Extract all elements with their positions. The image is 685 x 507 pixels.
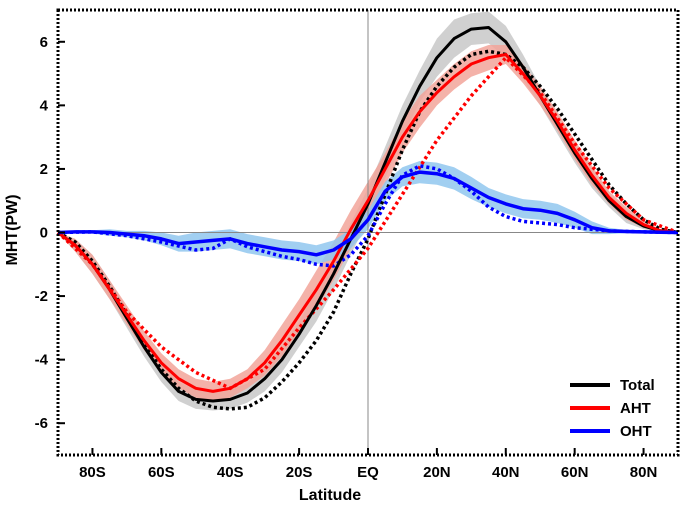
x-tick-label: 40N <box>492 464 520 481</box>
aht-dashed-line <box>56 55 679 391</box>
total-dashed-line <box>57 49 679 411</box>
legend-label-aht: AHT <box>620 400 651 417</box>
dashed-series-lines <box>56 49 679 411</box>
x-tick-label: EQ <box>357 464 379 481</box>
x-tick-label: 60N <box>561 464 589 481</box>
y-axis-title: MHT(PW) <box>4 194 21 265</box>
x-tick-label: 20S <box>286 464 313 481</box>
plot-frame <box>56 8 680 457</box>
solid-series-lines <box>57 26 679 403</box>
x-tick-label: 20N <box>423 464 451 481</box>
legend: Total AHT OHT <box>570 377 655 440</box>
x-tick-label: 60S <box>148 464 175 481</box>
y-tick-label: -6 <box>35 415 48 432</box>
axis-ticks <box>58 40 645 455</box>
aht-line <box>57 53 679 393</box>
plot-border <box>56 8 680 457</box>
x-tick-label: 80N <box>630 464 658 481</box>
legend-label-oht: OHT <box>620 423 652 440</box>
axis-tick-labels: 80S 60S 40S 20S EQ 20N 40N 60N 80N -6 -4 -2 0 2 4 6 <box>35 34 658 481</box>
oht-dashed-line <box>57 163 679 268</box>
x-tick-label: 80S <box>79 464 106 481</box>
x-axis-title: Latitude <box>299 487 361 504</box>
y-tick-label: 6 <box>40 34 48 51</box>
y-tick-label: -2 <box>35 288 48 305</box>
y-tick-label: 4 <box>40 97 49 114</box>
total-line <box>57 26 679 403</box>
y-tick-label: 2 <box>40 161 48 178</box>
legend-label-total: Total <box>620 377 655 394</box>
y-tick-label: 0 <box>40 225 48 242</box>
oht-line <box>57 170 679 257</box>
x-tick-label: 40S <box>217 464 244 481</box>
y-tick-label: -4 <box>35 352 49 369</box>
